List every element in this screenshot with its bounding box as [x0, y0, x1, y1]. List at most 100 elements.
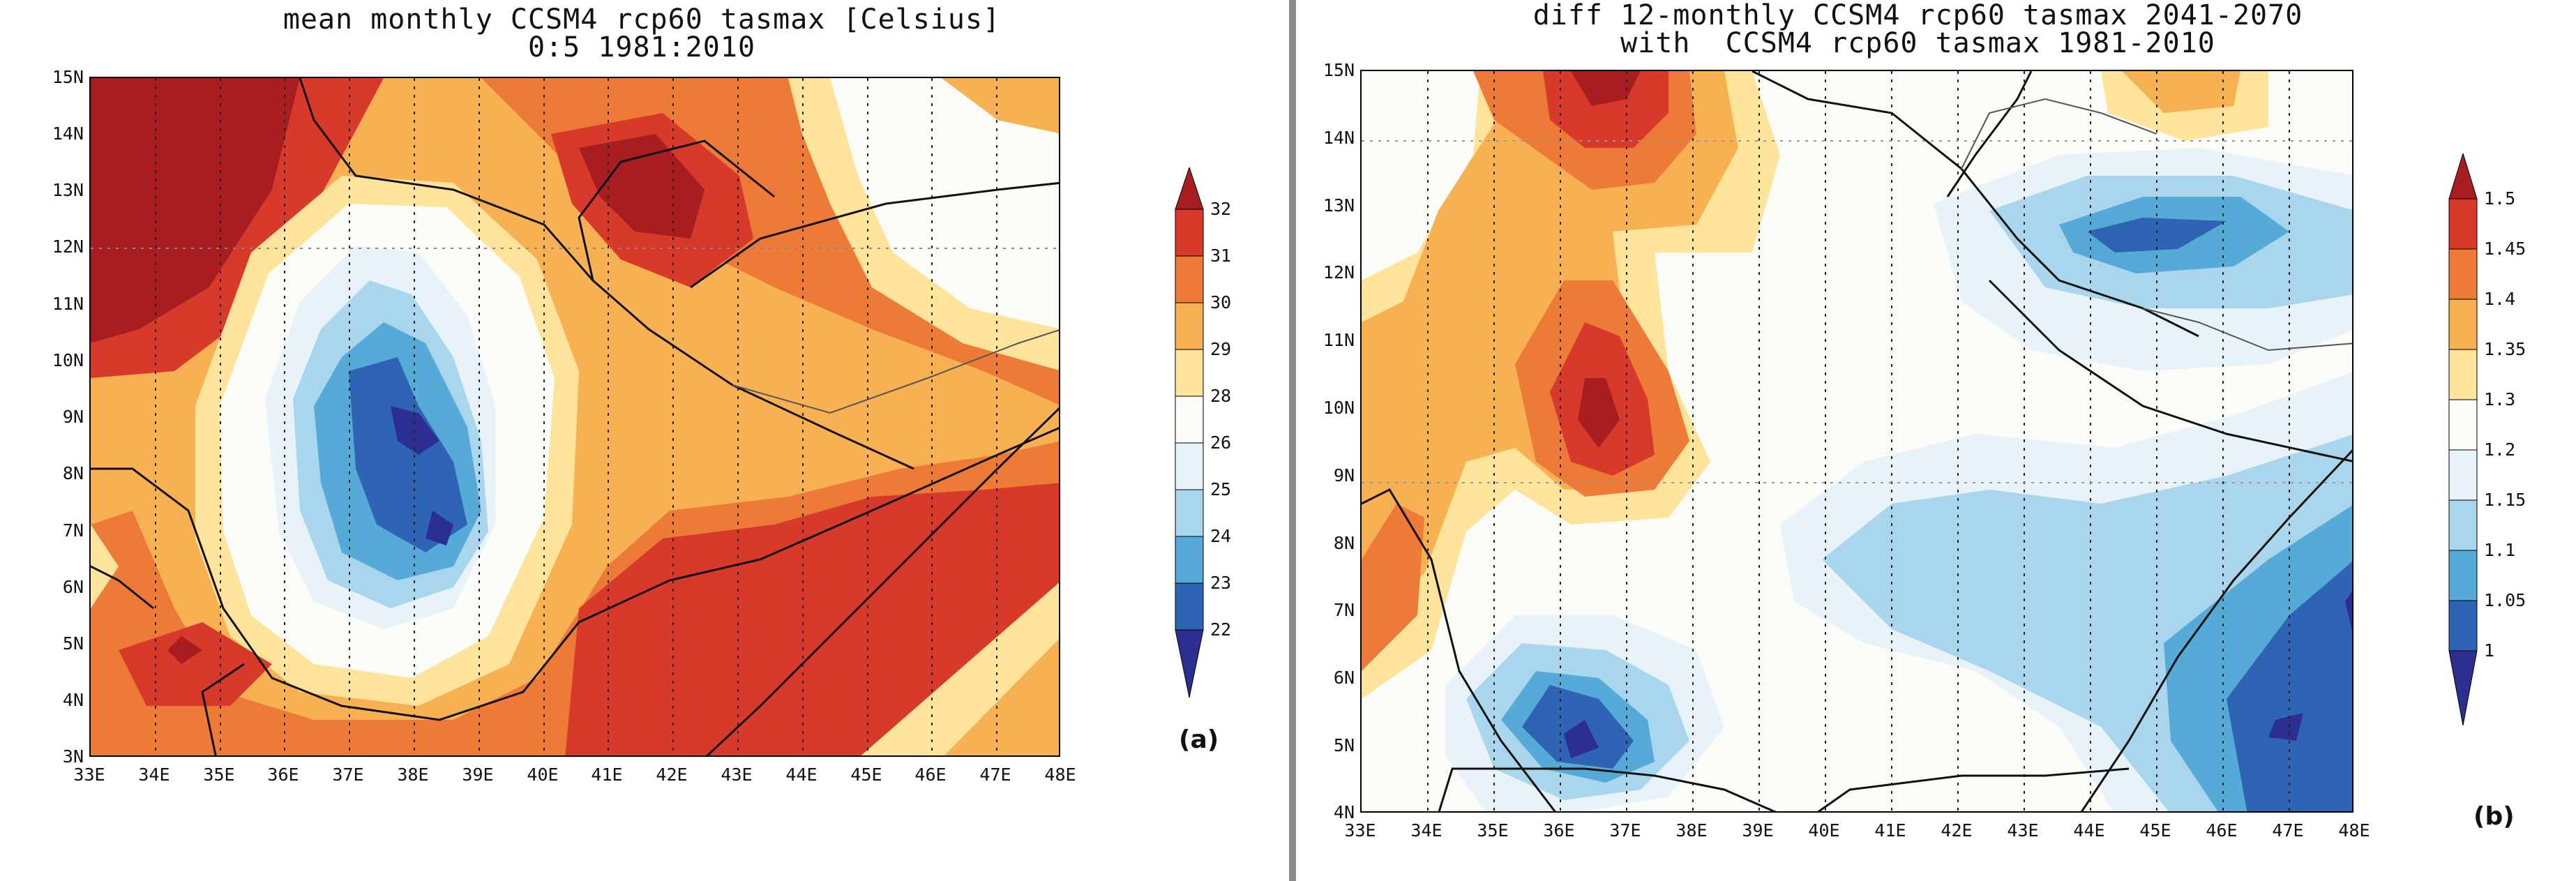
panel-b: diff 12-monthly CCSM4 rcp60 tasmax 2041-…	[1302, 0, 2576, 881]
panel-a-ytick: 6N	[62, 577, 84, 597]
panel-a-ytick: 13N	[52, 180, 84, 200]
panel-a-contour-sw-dot	[167, 636, 202, 664]
panel-b-ytick: 8N	[1333, 533, 1355, 553]
panel-b-contour-min-se2	[2268, 713, 2303, 741]
panel-b-colorbar-label: 1.3	[2484, 389, 2516, 409]
panel-b-label: (b)	[2473, 802, 2515, 831]
panel-a-colorbar-label: 22	[1210, 619, 1232, 640]
panel-b-colorbar-label: 1.05	[2484, 590, 2526, 610]
panel-b-xtick: 36E	[1543, 820, 1575, 841]
panel-b-map	[1360, 70, 2353, 813]
panel-a-map	[89, 77, 1060, 757]
panel-b-xtick: 40E	[1808, 820, 1840, 841]
panel-a-ytick: 11N	[52, 294, 84, 314]
panel-b-colorbar-label: 1.35	[2484, 339, 2526, 359]
panel-a-grid	[91, 78, 1059, 755]
panel-b-colorbar-label: 1.2	[2484, 439, 2516, 460]
panel-b-ytick: 5N	[1333, 735, 1355, 755]
panel-a-xtick: 39E	[462, 765, 494, 785]
panel-b-ytick: 10N	[1323, 398, 1355, 418]
panel-b-xtick: 45E	[2139, 820, 2171, 841]
panel-a-ytick: 14N	[52, 123, 84, 144]
panel-a-ytick: 5N	[62, 633, 84, 654]
panel-a-xtick: 48E	[1044, 765, 1076, 785]
panel-b-xtick: 33E	[1344, 820, 1376, 841]
panel-a-contour-w-edge	[91, 525, 119, 608]
panel-a: mean monthly CCSM4 rcp60 tasmax [Celsius…	[0, 0, 1283, 881]
panel-b-contour-1-5-north	[1571, 71, 1641, 106]
panel-a-ytick: 4N	[62, 690, 84, 710]
panel-b-contour-1-ne	[2087, 218, 2227, 253]
panel-b-xtick: 38E	[1675, 820, 1708, 841]
panel-a-colorbar-label: 25	[1210, 479, 1232, 499]
panel-a-colorbar-label: 23	[1210, 573, 1232, 593]
panel-a-contour-min2	[425, 511, 453, 545]
panel-a-contour-ne-patch	[942, 78, 1059, 134]
panel-a-ytick: 3N	[62, 746, 84, 767]
panel-a-contour-nw-hot	[91, 78, 300, 343]
panel-a-title-line1: mean monthly CCSM4 rcp60 tasmax [Celsius…	[283, 3, 1001, 36]
panel-a-borders	[91, 78, 1059, 755]
panel-b-colorbar-label: 1.5	[2484, 188, 2516, 209]
panel-b-colorbar-svg	[2448, 152, 2478, 726]
panel-a-colorbar-label: 26	[1210, 432, 1232, 453]
panel-a-contour-south-red2	[621, 525, 1059, 706]
panel-a-xtick: 43E	[721, 765, 753, 785]
panel-b-colorbar-label: 1.15	[2484, 490, 2526, 510]
panel-b-map-svg	[1362, 71, 2352, 811]
panel-a-xtick: 38E	[397, 765, 429, 785]
panel-b-title-line2: with CCSM4 rcp60 tasmax 1981-2010	[1620, 27, 2215, 59]
panel-a-contour-ne-white	[830, 78, 1059, 329]
panel-b-colorbar-label: 1.1	[2484, 540, 2516, 560]
panel-a-contour-sw-red	[119, 622, 272, 706]
panel-a-ytick: 7N	[62, 520, 84, 541]
panel-b-ytick: 9N	[1333, 465, 1355, 485]
panel-b-ytick: 11N	[1323, 330, 1355, 350]
panel-b-title-line1: diff 12-monthly CCSM4 rcp60 tasmax 2041-…	[1532, 0, 2303, 31]
panel-b-xtick: 43E	[2007, 820, 2039, 841]
panel-b-grid	[1362, 71, 2352, 811]
panel-a-xtick: 36E	[267, 765, 299, 785]
panel-a-ytick: 12N	[52, 236, 84, 257]
panel-a-colorbar-label: 29	[1210, 339, 1232, 359]
panel-a-colorbar-label: 24	[1210, 526, 1232, 546]
panel-b-xtick: 37E	[1609, 820, 1641, 841]
panel-b-ytick: 6N	[1333, 668, 1355, 688]
panel-a-colorbar-svg	[1175, 166, 1204, 698]
panel-b-ytick: 14N	[1323, 128, 1355, 148]
panel-b-xtick: 47E	[2272, 820, 2304, 841]
panel-b-contour-min-sw	[1564, 720, 1599, 758]
panel-b-xtick: 46E	[2206, 820, 2238, 841]
panel-divider	[1289, 0, 1296, 881]
panel-a-xtick: 44E	[785, 765, 818, 785]
panel-b-contour-1-5-central	[1578, 378, 1620, 448]
panel-a-ytick: 10N	[52, 350, 84, 370]
panel-a-ytick: 8N	[62, 463, 84, 483]
panel-b-xtick: 35E	[1477, 820, 1509, 841]
panel-a-contour-se-orange	[944, 639, 1059, 755]
panel-a-colorbar-label: 32	[1210, 199, 1232, 219]
panel-a-xtick: 34E	[138, 765, 170, 785]
panel-b-ytick: 7N	[1333, 600, 1355, 620]
panel-b-xtick: 42E	[1941, 820, 1973, 841]
panel-a-xtick: 40E	[527, 765, 559, 785]
panel-a-xtick: 42E	[656, 765, 688, 785]
panel-a-map-svg	[91, 78, 1059, 755]
panel-a-contour-22	[349, 357, 467, 552]
panel-b-contour-ne-orange	[2122, 71, 2240, 113]
panel-b-ytick: 15N	[1323, 60, 1355, 80]
panel-b-contour-1-45-north	[1543, 71, 1669, 148]
panel-a-xtick: 35E	[203, 765, 235, 785]
panel-b-borders	[1362, 71, 2352, 811]
panel-a-xtick: 33E	[73, 765, 105, 785]
panel-a-colorbar	[1172, 166, 1207, 721]
panel-a-xtick: 46E	[914, 765, 947, 785]
panel-b-ytick: 12N	[1323, 262, 1355, 283]
panel-b-xtick: 41E	[1874, 820, 1906, 841]
panel-a-ytick: 15N	[52, 67, 84, 87]
panel-a-xtick: 45E	[850, 765, 882, 785]
panel-b-colorbar-label: 1.4	[2484, 289, 2516, 309]
panel-b-contour-w-orange	[1362, 504, 1424, 671]
panel-a-contour-nw-red	[91, 78, 384, 378]
panel-b-xtick: 48E	[2338, 820, 2370, 841]
